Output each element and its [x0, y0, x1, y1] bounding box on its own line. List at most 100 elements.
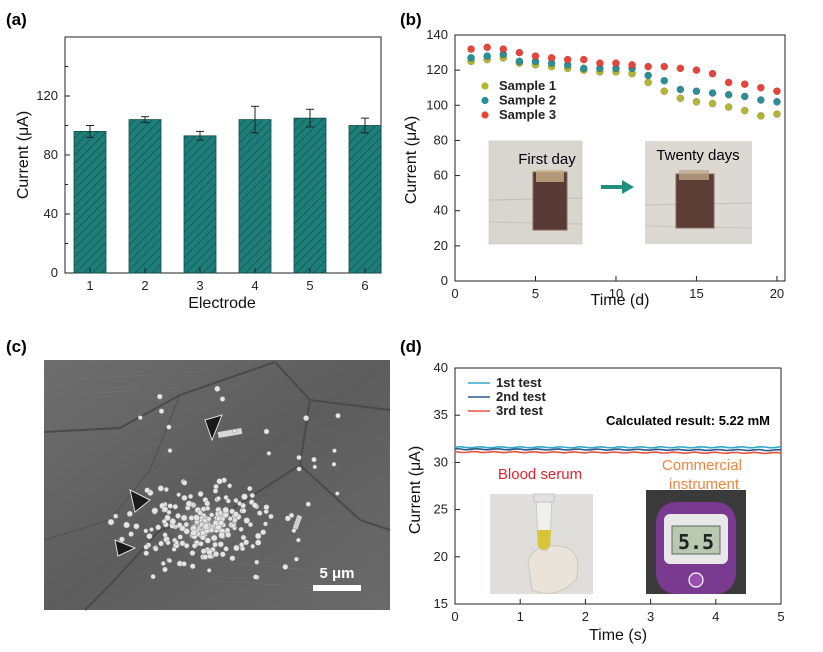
first-day-label: First day: [518, 151, 576, 168]
particle: [174, 540, 179, 545]
y-tick-label: 30: [434, 454, 448, 469]
blood-serum-label: Blood serum: [498, 466, 582, 483]
data-point: [692, 97, 701, 106]
data-point: [708, 89, 717, 97]
data-point: [692, 87, 701, 96]
particle: [144, 487, 151, 494]
particle: [143, 550, 150, 557]
particle: [198, 541, 204, 547]
particle: [263, 521, 268, 527]
data-point: [676, 64, 685, 73]
particle: [162, 532, 168, 538]
data-point: [628, 61, 636, 69]
particle: [206, 568, 212, 573]
particle: [233, 544, 240, 552]
data-point: [757, 96, 765, 104]
panel-b-x-label: Time (d): [591, 292, 650, 309]
scale-bar: [313, 585, 361, 591]
legend-label: Sample 2: [499, 93, 556, 108]
panel-b-y-ticks: 0 20 40 60 80 100 120 140: [426, 27, 460, 288]
data-point: [676, 85, 685, 94]
particle: [255, 539, 262, 546]
particle: [183, 521, 190, 528]
x-tick-label: 10: [609, 286, 623, 301]
particle: [291, 528, 297, 534]
legend-marker: [481, 82, 489, 90]
particle: [126, 510, 133, 517]
particle: [153, 546, 159, 552]
particle: [156, 393, 163, 400]
particle: [188, 493, 194, 499]
data-point: [724, 90, 733, 99]
data-point: [740, 92, 749, 101]
particle: [305, 501, 311, 507]
particle: [128, 531, 134, 537]
data-point: [660, 62, 669, 71]
particle: [232, 511, 239, 518]
panel-d-y-ticks: 15 20 25 30 35 40: [434, 360, 460, 611]
y-tick-label: 100: [426, 97, 448, 112]
data-point: [724, 103, 733, 111]
x-tick-label: 2: [582, 609, 589, 624]
data-point: [644, 71, 653, 80]
data-point: [547, 53, 556, 62]
panel-a: (a) 0 40 80 120 1 2 3 4 5 6 Electrode Current (μ…: [6, 10, 382, 312]
particle: [155, 524, 162, 531]
particle: [227, 483, 233, 489]
legend-label: 1st test: [496, 375, 542, 390]
data-point: [676, 94, 685, 103]
commercial-instrument-label: Commercial instrument: [662, 457, 746, 493]
particle: [217, 510, 224, 516]
bar: [348, 125, 382, 274]
twenty-days-photo: [644, 141, 753, 244]
commercial-label-line1: Commercial: [662, 457, 742, 474]
particle: [179, 540, 186, 547]
x-tick-label: 3: [196, 278, 203, 293]
y-tick-label: 0: [441, 273, 448, 288]
panel-d-y-label: Current (μA): [407, 446, 424, 534]
commercial-label-line2: instrument: [669, 476, 740, 493]
particle: [233, 498, 239, 503]
glucometer-photo: 5.5: [646, 490, 746, 594]
particle: [162, 506, 169, 513]
particle: [146, 533, 153, 540]
panel-d-label: (d): [400, 337, 422, 356]
x-tick-label: 5: [777, 609, 784, 624]
data-point: [563, 55, 572, 64]
data-point: [531, 52, 540, 60]
panel-d-x-label: Time (s): [589, 627, 647, 644]
y-tick-label: 25: [434, 502, 448, 517]
particle: [204, 537, 211, 544]
particle: [180, 514, 188, 522]
particle: [232, 428, 237, 434]
panel-d-frame: [454, 367, 782, 605]
particle: [204, 500, 211, 507]
particle: [163, 487, 169, 492]
data-point: [483, 43, 492, 52]
y-tick-label: 60: [434, 168, 448, 183]
data-point: [740, 106, 749, 115]
particle: [240, 508, 247, 514]
particle: [160, 561, 166, 566]
particle: [240, 534, 247, 541]
series-line: [454, 445, 782, 449]
x-tick-label: 3: [647, 609, 654, 624]
calculated-result: Calculated result: 5.22 mM: [606, 413, 770, 428]
particle: [149, 527, 154, 532]
panel-a-label: (a): [6, 10, 27, 29]
legend-label: Sample 1: [499, 78, 556, 93]
bar: [183, 135, 217, 274]
particle: [157, 485, 164, 492]
particle: [137, 415, 143, 420]
panel-b-y-label: Current (μA): [403, 116, 420, 204]
particle: [331, 461, 337, 467]
particle: [123, 521, 130, 529]
data-point: [467, 45, 475, 53]
particle: [191, 543, 198, 549]
particle: [252, 574, 259, 580]
data-point: [612, 59, 620, 67]
particle: [164, 514, 171, 521]
particle: [193, 514, 200, 521]
particle: [218, 532, 225, 539]
